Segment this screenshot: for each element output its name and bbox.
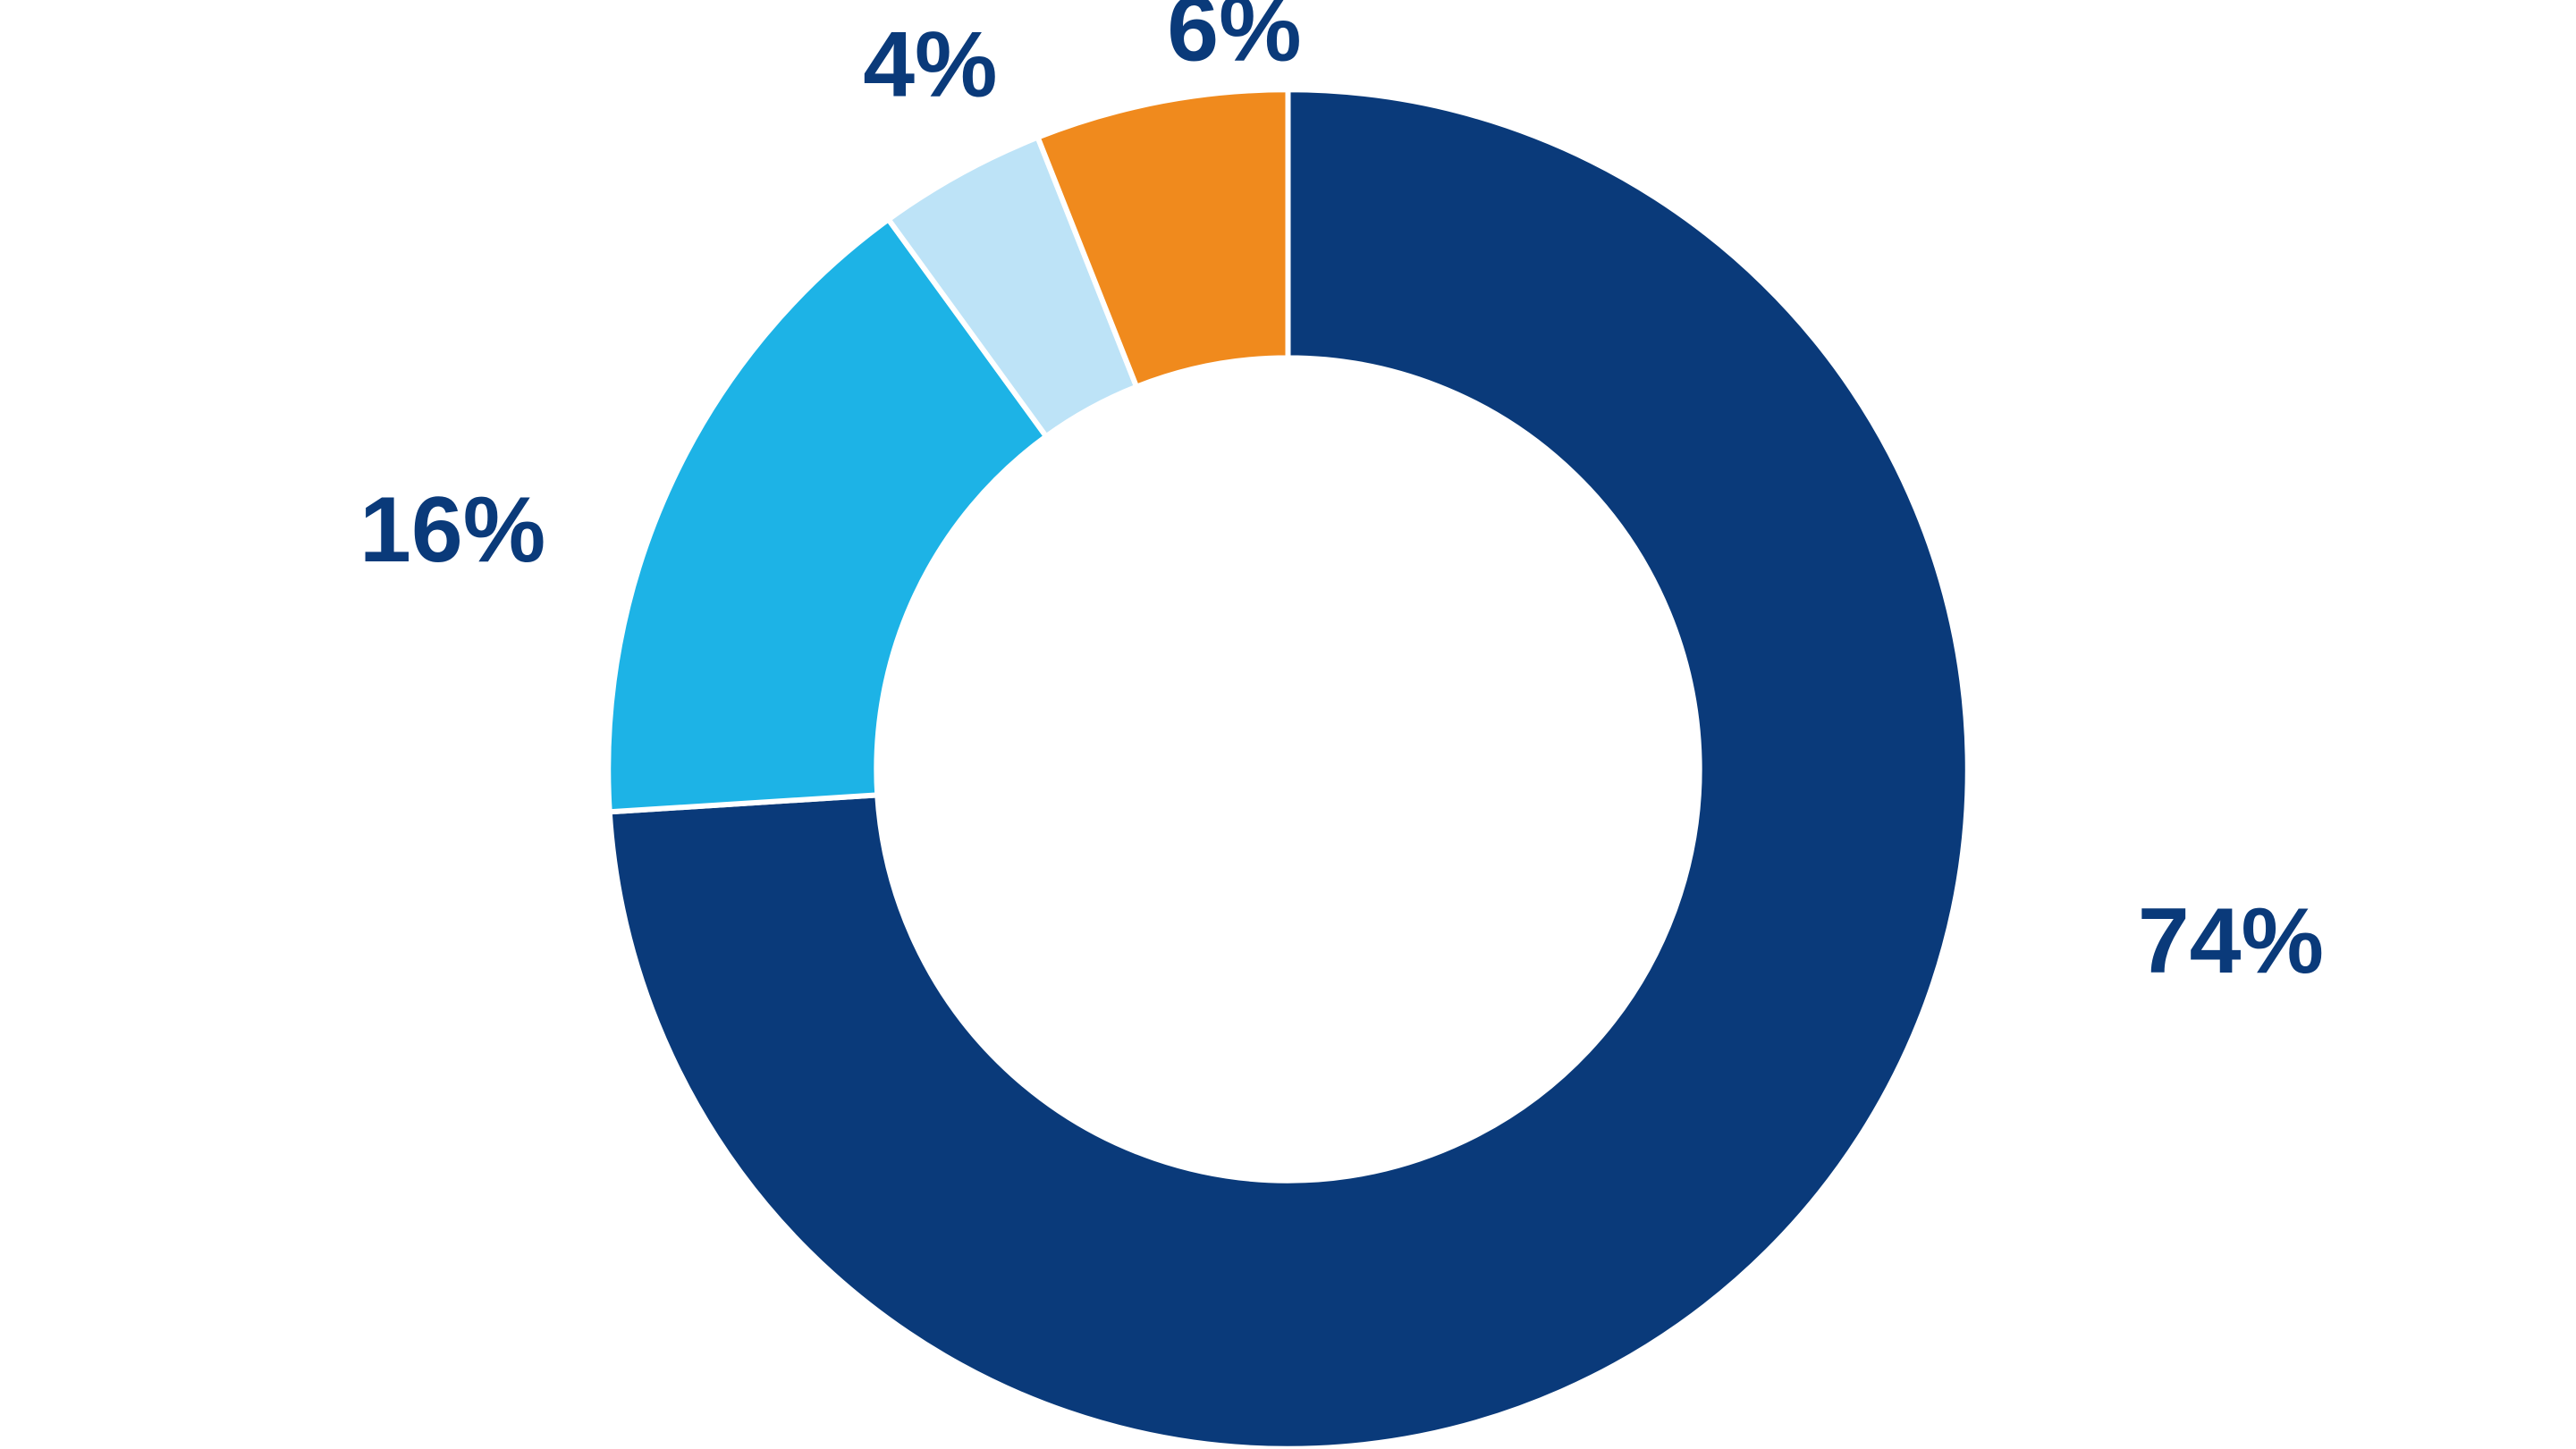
slice-label: 74%	[2138, 889, 2324, 993]
donut-chart: 74% 16% 4% 6%	[0, 0, 2576, 1449]
slice-label: 16%	[359, 478, 545, 582]
slice-label: 6%	[1167, 0, 1301, 81]
slice-label: 4%	[863, 13, 997, 117]
donut-chart-container: 74% 16% 4% 6%	[0, 0, 2576, 1449]
